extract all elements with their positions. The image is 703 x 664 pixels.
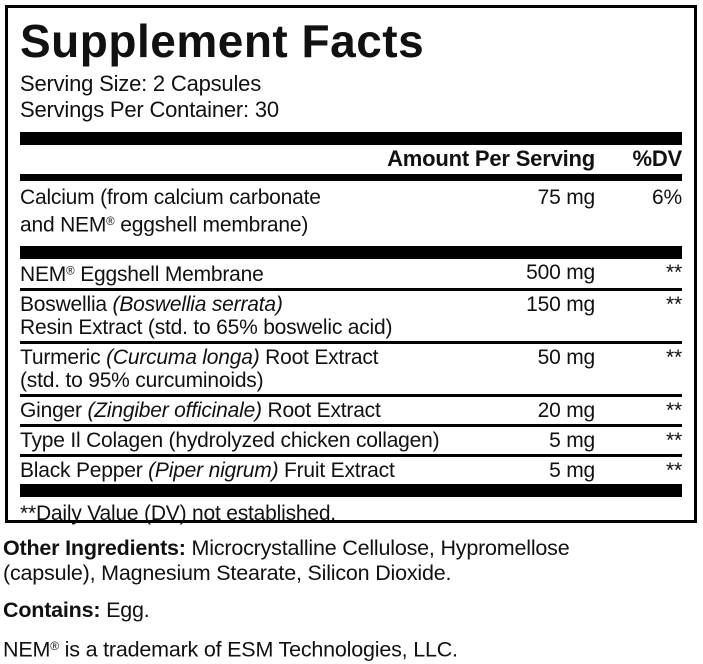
ingredient-amount: 50 mg [537,346,596,370]
ingredient-name-line2: Resin Extract (std. to 65% boswelic acid… [20,316,393,340]
trademark-line: NEM® is a trademark of ESM Technologies,… [3,637,458,662]
divider-medium-header [20,173,682,181]
calcium-name: Calcium (from calcium carbonate and NEM®… [20,186,485,237]
other-ingredients-text: Microcrystalline Cellulose, Hypromellose… [3,536,570,585]
percent-dv-header: %DV [632,145,682,171]
contains-text: Egg. [106,598,150,622]
supplement-facts-panel: Supplement Facts Serving Size: 2 Capsule… [5,5,697,526]
ingredient-name-text: Type Il Colagen (hydrolyzed chicken coll… [20,429,440,453]
calcium-amount: 75 mg [537,185,596,209]
ingredient-amount: 5 mg [549,459,595,483]
ingredient-name: Type Il Colagen (hydrolyzed chicken coll… [20,429,485,452]
ingredient-dv: ** [666,293,682,317]
calcium-row: Calcium (from calcium carbonate and NEM®… [20,181,682,246]
calcium-dv: 6% [652,185,682,209]
ingredient-row-boswellia: Boswellia (Boswellia serrata) Resin Extr… [20,288,682,341]
other-ingredients-label: Other Ingredients: [3,536,186,560]
ingredient-amount: 20 mg [537,399,596,423]
below-panel-text: Other Ingredients: Microcrystalline Cell… [3,523,658,663]
ingredient-dv: ** [666,346,682,370]
ingredient-name-text: Boswellia [20,293,113,317]
ingredient-row-type-ii-collagen: Type Il Colagen (hydrolyzed chicken coll… [20,424,682,454]
dv-footnote: **Daily Value (DV) not established. [20,502,336,526]
ingredient-amount: 150 mg [526,293,595,317]
ingredient-name-line2: (std. to 95% curcuminoids) [20,369,264,393]
ingredient-name: Ginger (Zingiber officinale) Root Extrac… [20,399,485,422]
ingredient-row-black-pepper: Black Pepper (Piper nigrum) Fruit Extrac… [20,454,682,484]
ingredient-name: Black Pepper (Piper nigrum) Fruit Extrac… [20,459,485,482]
divider-thick-middle [20,245,682,259]
ingredient-name-suffix: Fruit Extract [278,459,395,483]
ingredient-row-ginger: Ginger (Zingiber officinale) Root Extrac… [20,394,682,424]
ingredient-dv: ** [666,429,682,453]
ingredient-rows: NEM® Eggshell Membrane 500 mg ** Boswell… [20,259,682,484]
ingredient-name-text: Ginger [20,399,88,423]
ingredient-latin-name: (Boswellia serrata) [112,293,283,317]
ingredient-row-nem: NEM® Eggshell Membrane 500 mg ** [20,259,682,288]
divider-thick-top [20,131,682,145]
amount-per-serving-header: Amount Per Serving [387,145,595,171]
table-header-row: Amount Per Serving %DV [20,145,682,174]
panel-title: Supplement Facts [20,15,425,67]
ingredient-dv: ** [666,399,682,423]
calcium-name-line2: and NEM® eggshell membrane) [20,212,309,236]
contains-label: Contains: [3,598,101,622]
calcium-name-line1: Calcium (from calcium carbonate [20,185,321,209]
serving-size: Serving Size: 2 Capsules [20,70,261,96]
other-ingredients-paragraph: Other Ingredients: Microcrystalline Cell… [3,536,658,586]
ingredient-latin-name: (Piper nigrum) [148,459,279,483]
ingredient-name-suffix: Root Extract [261,399,381,423]
ingredient-name-text: Black Pepper [20,459,149,483]
ingredient-latin-name: (Zingiber officinale) [87,399,262,423]
ingredient-name-suffix: Root Extract [259,346,379,370]
ingredient-dv: ** [666,260,682,284]
ingredient-row-turmeric: Turmeric (Curcuma longa) Root Extract (s… [20,341,682,394]
ingredient-name: Turmeric (Curcuma longa) Root Extract (s… [20,346,485,392]
ingredient-latin-name: (Curcuma longa) [106,346,260,370]
ingredient-dv: ** [666,459,682,483]
ingredient-name-text: NEM® Eggshell Membrane [20,263,264,287]
ingredient-amount: 500 mg [526,260,595,284]
ingredient-name-text: Turmeric [20,346,107,370]
ingredient-amount: 5 mg [549,429,595,453]
divider-thick-bottom [20,484,682,498]
ingredient-name: Boswellia (Boswellia serrata) Resin Extr… [20,293,485,339]
contains-paragraph: Contains: Egg. [3,598,658,623]
servings-per-container: Servings Per Container: 30 [20,96,279,122]
ingredient-name: NEM® Eggshell Membrane [20,261,485,286]
